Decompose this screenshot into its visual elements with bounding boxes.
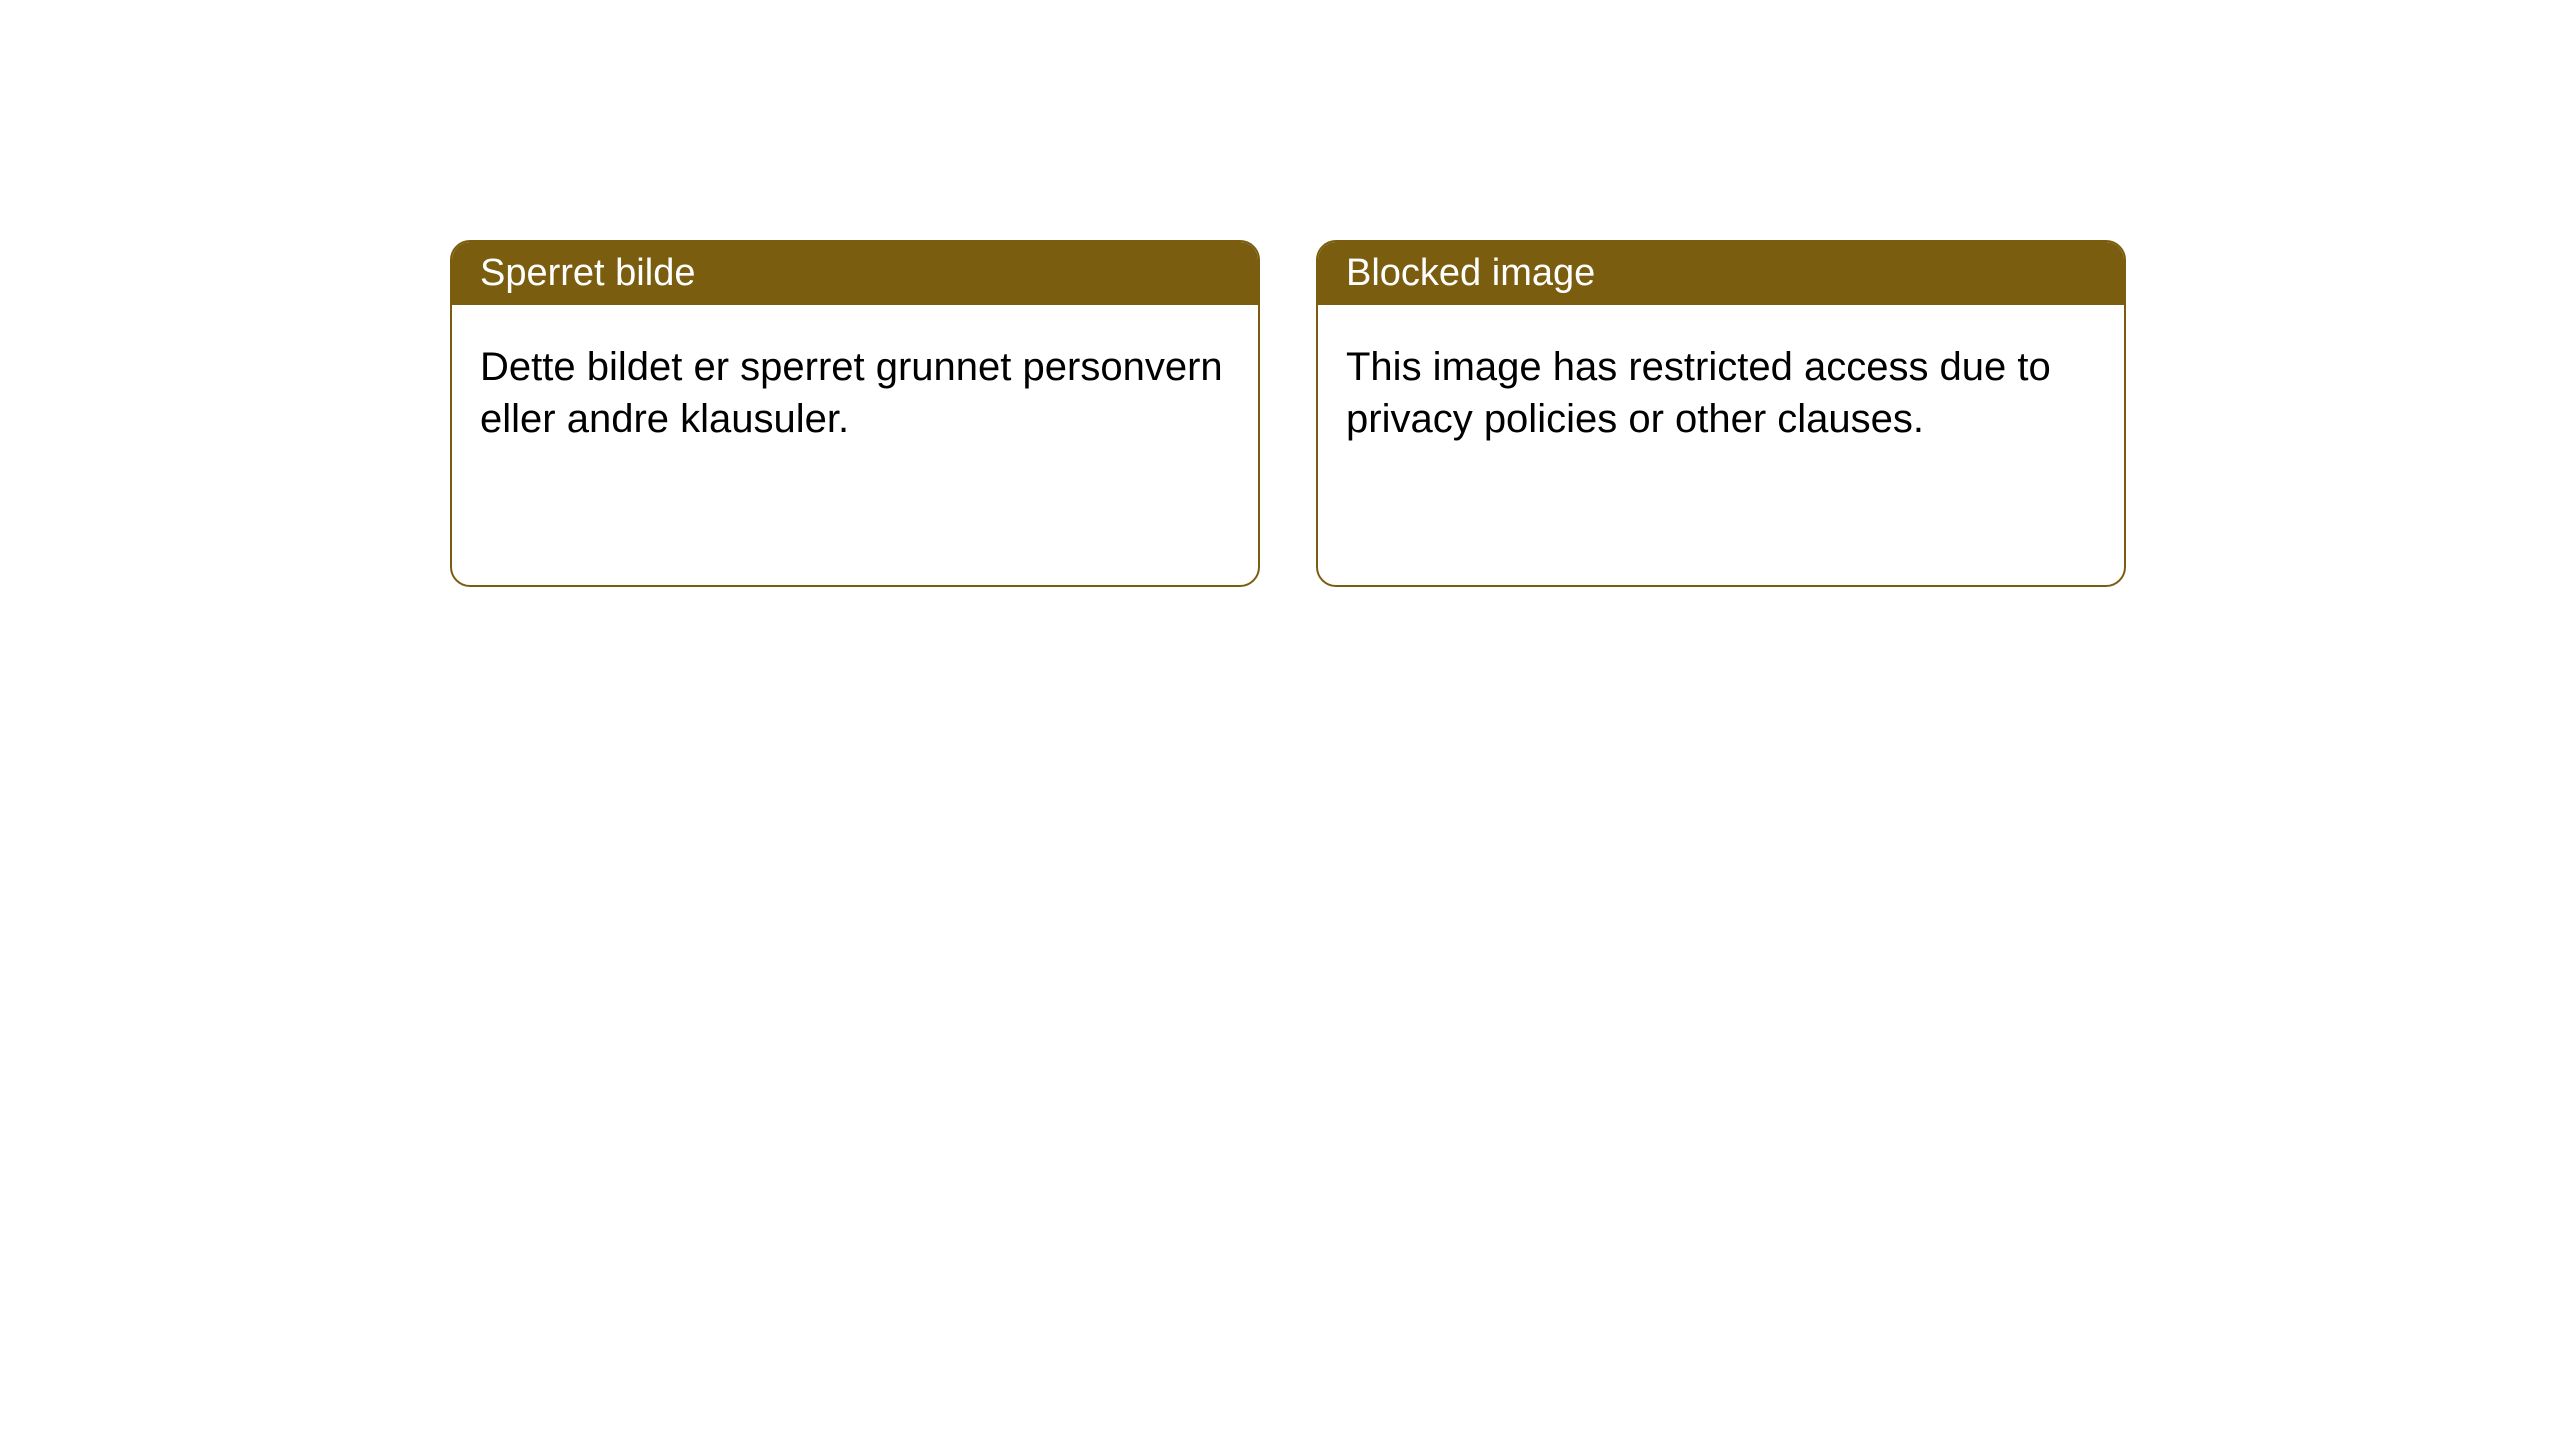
card-header: Sperret bilde bbox=[452, 242, 1258, 305]
card-title: Sperret bilde bbox=[480, 252, 695, 294]
notice-card-english: Blocked image This image has restricted … bbox=[1316, 240, 2126, 587]
notice-cards-container: Sperret bilde Dette bildet er sperret gr… bbox=[450, 240, 2126, 587]
card-message: Dette bildet er sperret grunnet personve… bbox=[480, 345, 1223, 441]
card-title: Blocked image bbox=[1346, 252, 1595, 294]
card-header: Blocked image bbox=[1318, 242, 2124, 305]
notice-card-norwegian: Sperret bilde Dette bildet er sperret gr… bbox=[450, 240, 1260, 587]
card-body: This image has restricted access due to … bbox=[1318, 305, 2124, 585]
card-message: This image has restricted access due to … bbox=[1346, 345, 2051, 441]
card-body: Dette bildet er sperret grunnet personve… bbox=[452, 305, 1258, 585]
